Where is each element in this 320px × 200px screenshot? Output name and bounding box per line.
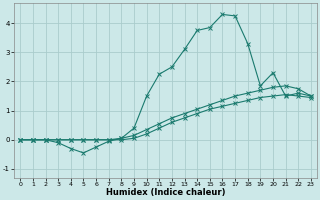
X-axis label: Humidex (Indice chaleur): Humidex (Indice chaleur) xyxy=(106,188,225,197)
